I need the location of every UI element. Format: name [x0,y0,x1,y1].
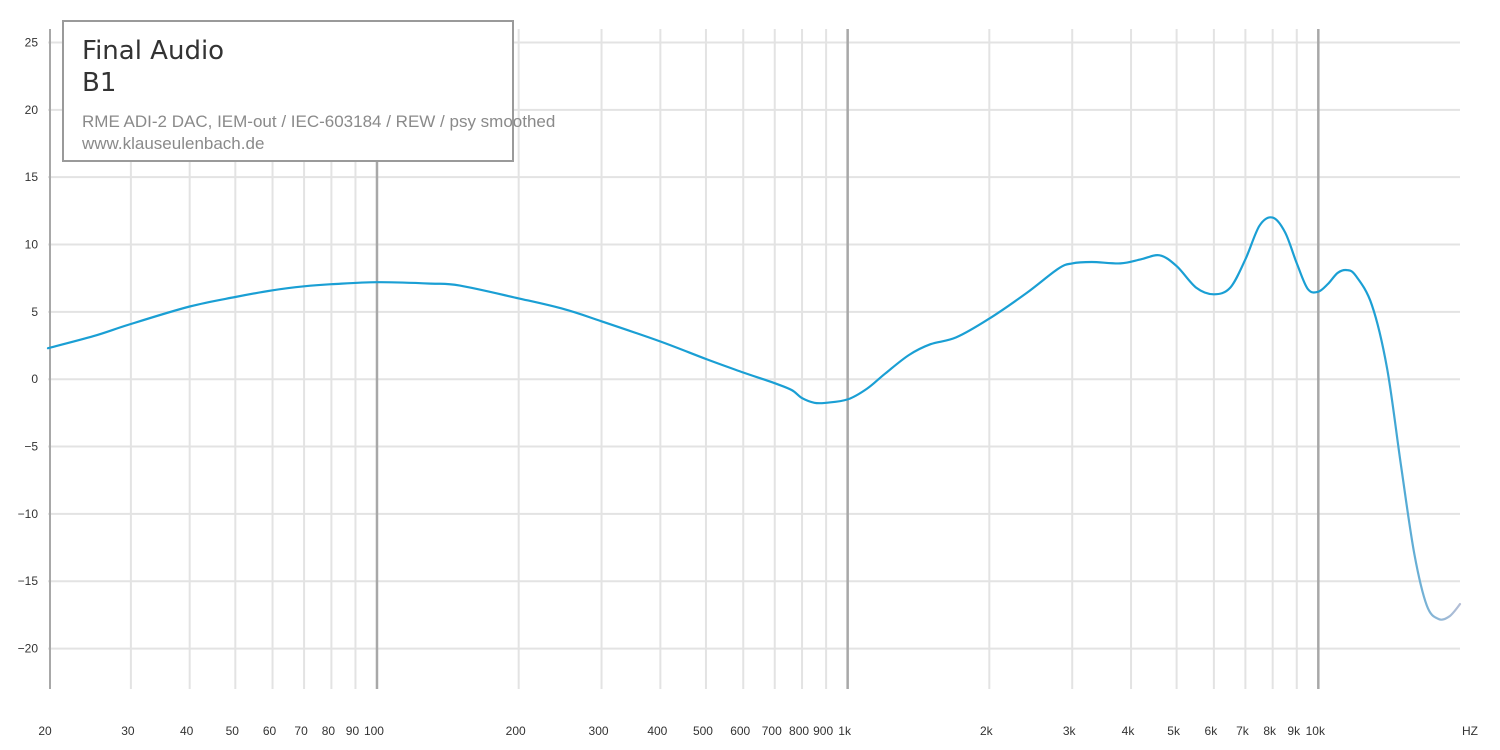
x-tick-label: 50 [226,724,240,738]
x-tick-labels: 20 30 40 50 60 70 80 90 100 200 300 400 500 600 700 800… [38,724,1326,738]
x-tick-label: 9k [1287,724,1301,738]
x-tick-label: 80 [322,724,336,738]
x-tick-label: 10k [1306,724,1326,738]
y-tick-label: 25 [25,35,39,49]
series-line [46,216,1462,621]
x-tick-label: 30 [121,724,135,738]
series-group [46,216,1462,621]
x-tick-label: 70 [294,724,308,738]
legend-model: B1 [82,68,117,98]
y-tick-label: −20 [18,642,39,656]
x-tick-label: 500 [693,724,713,738]
y-tick-label: −15 [18,574,39,588]
x-tick-label: 7k [1236,724,1250,738]
y-tick-label: 5 [31,305,38,319]
x-tick-label: 40 [180,724,194,738]
x-tick-label: 20 [38,724,52,738]
x-tick-label: 60 [263,724,277,738]
x-tick-label: 5k [1167,724,1181,738]
y-tick-label: 20 [25,103,39,117]
y-tick-label: 15 [25,170,39,184]
legend-setup: RME ADI-2 DAC, IEM-out / IEC-603184 / RE… [82,112,556,131]
x-tick-label: 700 [762,724,782,738]
x-tick-label: 600 [730,724,750,738]
x-tick-label: 90 [346,724,360,738]
x-tick-label: 8k [1263,724,1277,738]
x-tick-label: 3k [1063,724,1077,738]
x-tick-label: 6k [1205,724,1219,738]
x-tick-label: 800 [789,724,809,738]
x-tick-label: 300 [589,724,609,738]
x-tick-label: 100 [364,724,384,738]
x-tick-label: 1k [838,724,852,738]
legend-brand: Final Audio [82,36,225,66]
y-tick-label: −10 [18,507,39,521]
x-tick-label: 900 [813,724,833,738]
x-unit-label: HZ [1462,724,1478,738]
legend-website: www.klauseulenbach.de [82,134,265,153]
legend-box: Final Audio B1 RME ADI-2 DAC, IEM-out / … [62,20,555,162]
x-tick-label: 400 [647,724,667,738]
x-tick-label: 4k [1122,724,1136,738]
x-tick-label: 2k [980,724,994,738]
y-tick-labels: 25 20 15 10 5 0 −5 −10 −15 −20 [18,35,39,655]
x-tick-label: 200 [506,724,526,738]
y-tick-label: 0 [31,372,38,386]
y-tick-label: −5 [24,440,38,454]
y-tick-label: 10 [25,238,39,252]
